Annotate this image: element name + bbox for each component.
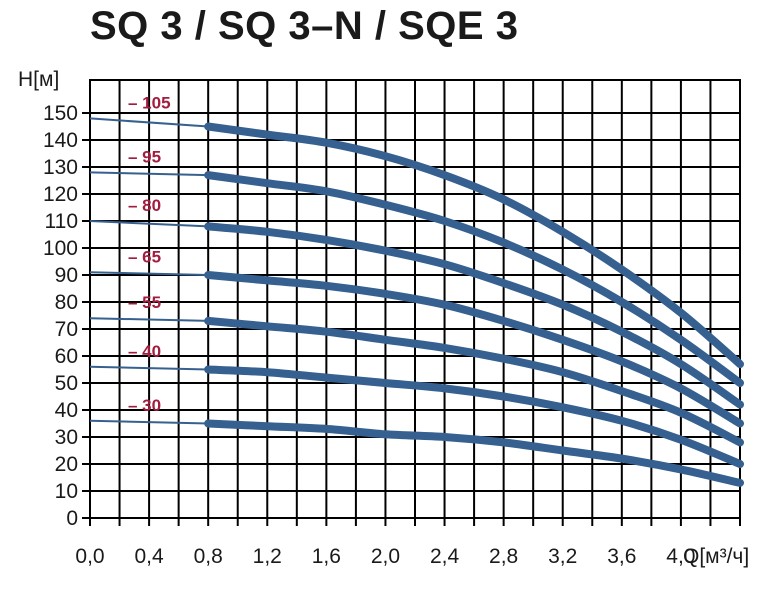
curve-series-2: [204, 222, 744, 409]
curve-series-4: [204, 316, 744, 447]
y-tick-label: 40: [55, 399, 78, 422]
y-tick-label: 90: [55, 264, 78, 287]
series-label: – 30: [128, 396, 161, 415]
x-tick-label: 0,0: [75, 545, 104, 568]
series-label: – 105: [128, 93, 171, 112]
y-tick-label: 110: [45, 210, 78, 233]
curve-series-3: [204, 271, 744, 428]
y-tick-label: 150: [43, 102, 78, 125]
y-tick-label: 130: [43, 156, 78, 179]
x-tick-label: 3,6: [607, 545, 636, 568]
curve-thin-segment: [89, 220, 209, 228]
y-tick-label: 10: [55, 480, 78, 503]
curve-thin-segment: [89, 317, 209, 322]
series-label: – 80: [128, 196, 161, 215]
curve-series-0: [204, 122, 744, 369]
series-labels: – 105 – 95 – 80 – 65 – 55 – 40 – 30: [128, 93, 171, 414]
x-tick-label: 0,4: [134, 545, 164, 568]
x-tick-label: 3,2: [548, 545, 577, 568]
y-tick-label: 30: [55, 426, 78, 449]
y-tick-label: 140: [43, 129, 78, 152]
y-tick-label: 70: [55, 318, 78, 341]
x-tick-label: 2,4: [430, 545, 460, 568]
y-tick-label: 0: [66, 507, 78, 530]
curve-thin-segment: [89, 419, 209, 425]
series-label: – 95: [128, 147, 161, 166]
curve-thin-segment: [89, 171, 209, 177]
y-tick-label: 120: [43, 183, 78, 206]
x-tick-label: 0,8: [194, 545, 223, 568]
y-tick-label: 50: [55, 372, 78, 395]
y-tick-label: 80: [55, 291, 78, 314]
curve-series-1: [204, 171, 744, 387]
curve-series-6: [204, 419, 744, 487]
x-axis-label: Q[м³/ч]: [683, 545, 749, 568]
curve-series-5: [204, 365, 744, 468]
y-tick-label: 60: [55, 345, 78, 368]
series-label: – 65: [128, 247, 161, 266]
x-tick-label: 4,0: [666, 545, 695, 568]
axis-ticks: 0 10 20 30 40 50 60 70 80 90 100 110 120 130 140 150 0,0…: [43, 102, 696, 568]
curve-thin-segment: [89, 271, 209, 276]
curve-thin-segment: [89, 117, 209, 128]
x-tick-label: 1,6: [312, 545, 341, 568]
x-tick-label: 2,0: [371, 545, 400, 568]
x-tick-label: 2,8: [489, 545, 518, 568]
x-tick-label: 1,2: [253, 545, 282, 568]
series-label: – 55: [128, 293, 161, 312]
chart-title: SQ 3 / SQ 3–N / SQE 3: [90, 4, 519, 48]
curves: [89, 117, 744, 487]
y-tick-label: 100: [43, 237, 78, 260]
y-axis-label: H[м]: [18, 68, 59, 91]
series-label: – 40: [128, 342, 161, 361]
y-tick-label: 20: [55, 453, 78, 476]
curve-thin-segment: [89, 365, 209, 371]
